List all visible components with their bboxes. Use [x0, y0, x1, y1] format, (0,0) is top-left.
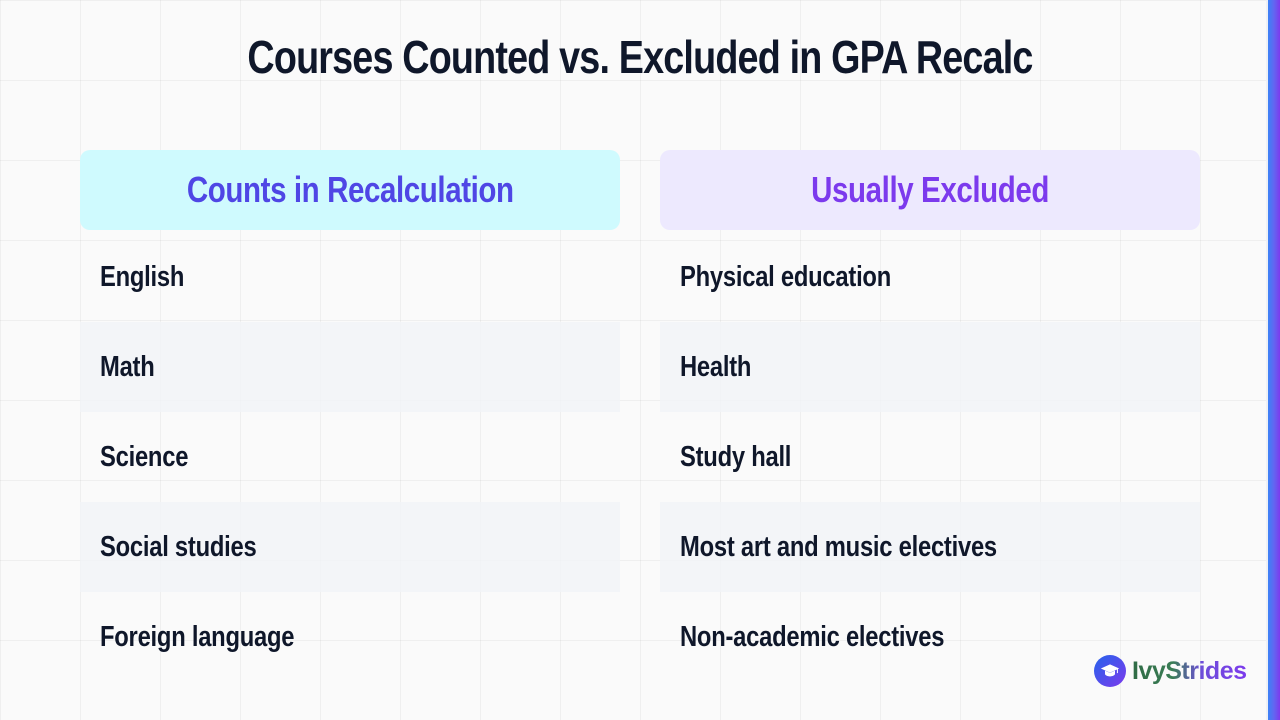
counted-column-header-label: Counts in Recalculation: [186, 169, 514, 210]
list-item: Study hall: [660, 412, 1200, 502]
list-item: Most art and music electives: [660, 502, 1200, 592]
list-item-label: Math: [100, 350, 155, 383]
list-item: Foreign language: [80, 592, 620, 682]
list-item: Non-academic electives: [660, 592, 1200, 682]
brand-name: IvyStrides: [1132, 656, 1247, 685]
list-item-label: Non-academic electives: [680, 620, 945, 653]
page-title: Courses Counted vs. Excluded in GPA Reca…: [247, 31, 1033, 83]
excluded-list: Physical education Health Study hall Mos…: [660, 232, 1200, 682]
accent-edge-bar: [1266, 0, 1280, 720]
list-item-label: Most art and music electives: [680, 530, 997, 563]
list-item-label: English: [100, 260, 185, 293]
counted-list: English Math Science Social studies Fore…: [80, 232, 620, 682]
list-item-label: Science: [100, 440, 189, 473]
list-item-label: Social studies: [100, 530, 257, 563]
list-item: English: [80, 232, 620, 322]
excluded-column-header-label: Usually Excluded: [811, 169, 1049, 210]
counted-column: Counts in Recalculation English Math Sci…: [80, 150, 620, 682]
list-item-label: Foreign language: [100, 620, 295, 653]
excluded-column: Usually Excluded Physical education Heal…: [660, 150, 1200, 682]
list-item: Social studies: [80, 502, 620, 592]
brand-logo: IvyStrides: [1094, 655, 1247, 687]
graduation-cap-icon: [1094, 655, 1126, 687]
list-item: Physical education: [660, 232, 1200, 322]
list-item-label: Health: [680, 350, 752, 383]
list-item-label: Physical education: [680, 260, 891, 293]
list-item-label: Study hall: [680, 440, 792, 473]
list-item: Health: [660, 322, 1200, 412]
excluded-column-header: Usually Excluded: [660, 150, 1200, 230]
list-item: Math: [80, 322, 620, 412]
counted-column-header: Counts in Recalculation: [80, 150, 620, 230]
list-item: Science: [80, 412, 620, 502]
